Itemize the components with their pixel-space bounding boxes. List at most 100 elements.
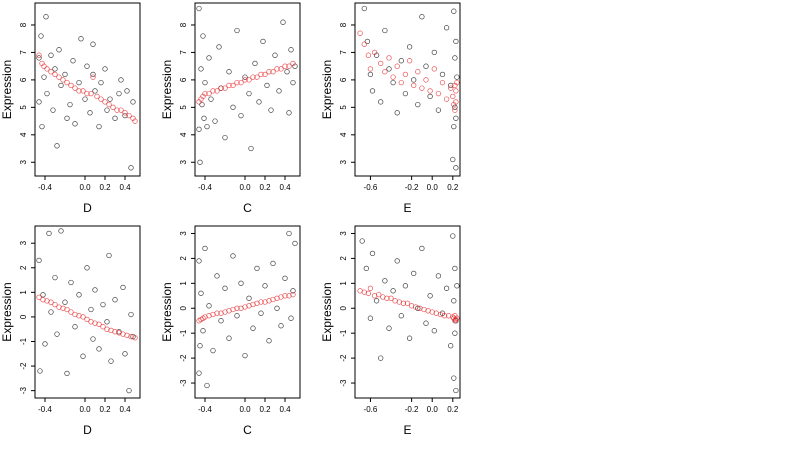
data-point [454, 74, 460, 80]
data-point [369, 88, 376, 94]
data-point [130, 99, 136, 105]
data-point [286, 110, 292, 116]
data-point [126, 387, 132, 394]
data-point [107, 96, 113, 102]
y-tick-label: 4 [179, 132, 188, 137]
data-point [290, 60, 296, 67]
data-point [406, 58, 413, 64]
y-tick-label: 4 [339, 132, 348, 137]
plot-frame [194, 2, 301, 177]
data-point [453, 165, 459, 171]
data-point [384, 295, 390, 301]
data-point [68, 309, 74, 315]
y-tick-label: -1 [339, 329, 348, 337]
data-point [238, 280, 244, 286]
data-point [38, 33, 44, 39]
data-point [390, 74, 396, 80]
data-point [96, 346, 102, 352]
data-point [118, 77, 124, 83]
data-point [200, 328, 206, 334]
y-tick-label: 6 [179, 77, 188, 82]
plot-frame [34, 225, 141, 399]
data-point [48, 299, 54, 305]
data-point [427, 93, 433, 100]
data-point [118, 107, 124, 113]
data-point [382, 278, 388, 284]
y-tick-label: -2 [19, 362, 28, 370]
data-point [274, 66, 280, 72]
data-point [450, 156, 456, 163]
data-point [76, 88, 82, 94]
data-point [102, 66, 108, 72]
series-observed [36, 14, 136, 171]
data-point [206, 90, 212, 97]
data-point [196, 258, 202, 264]
data-point [363, 265, 369, 272]
data-point [214, 273, 220, 279]
data-point [238, 112, 244, 119]
data-point [378, 355, 384, 361]
data-point [214, 310, 220, 316]
plot-frame [354, 2, 461, 177]
data-point [274, 305, 280, 311]
data-point [218, 85, 224, 91]
data-point [262, 71, 268, 78]
data-point [96, 321, 102, 327]
data-point [386, 66, 392, 72]
data-point [454, 283, 460, 289]
data-point [452, 330, 458, 336]
data-point [388, 295, 394, 301]
data-point [196, 5, 202, 12]
data-point [260, 38, 266, 45]
data-point [112, 297, 118, 303]
data-point [222, 134, 228, 141]
data-point [84, 316, 90, 323]
y-tick-label: 1 [339, 281, 348, 286]
data-point [451, 8, 457, 14]
data-point [94, 93, 100, 100]
y-tick-label: 3 [339, 159, 348, 164]
data-point [230, 253, 236, 259]
data-point [266, 338, 272, 344]
data-point [234, 79, 240, 86]
data-point [256, 99, 262, 105]
y-tick-label: 8 [19, 22, 28, 27]
data-point [196, 370, 202, 376]
data-point [238, 79, 244, 86]
data-point [448, 85, 454, 91]
data-point [450, 233, 456, 239]
data-point [411, 82, 417, 89]
data-point [46, 230, 52, 237]
data-point [230, 104, 236, 110]
data-point [106, 252, 112, 259]
data-point [58, 228, 64, 234]
y-tick-label: 4 [19, 132, 28, 137]
data-point [67, 101, 73, 108]
data-point [290, 288, 296, 294]
data-point [80, 88, 86, 94]
data-point [104, 107, 110, 113]
data-point [398, 58, 404, 64]
data-point [276, 88, 282, 94]
data-point [373, 298, 380, 304]
series-fitted [36, 52, 138, 124]
data-point [92, 287, 98, 293]
data-point [80, 353, 86, 359]
x-tick-label: -0.4 [198, 405, 212, 414]
data-point [64, 370, 70, 377]
data-point [78, 36, 84, 42]
data-point [390, 79, 396, 86]
y-axis-title: Expression [320, 282, 334, 341]
data-point [378, 60, 384, 67]
data-point [52, 66, 58, 72]
data-point [48, 69, 54, 75]
data-point [250, 74, 256, 80]
data-point [435, 107, 442, 113]
data-point [42, 341, 48, 347]
y-tick-label: 5 [339, 105, 348, 110]
data-point [56, 47, 62, 53]
data-point [124, 88, 130, 94]
x-tick-label: 0.2 [99, 405, 111, 414]
data-point [431, 328, 437, 334]
y-tick-label: -3 [339, 379, 348, 387]
